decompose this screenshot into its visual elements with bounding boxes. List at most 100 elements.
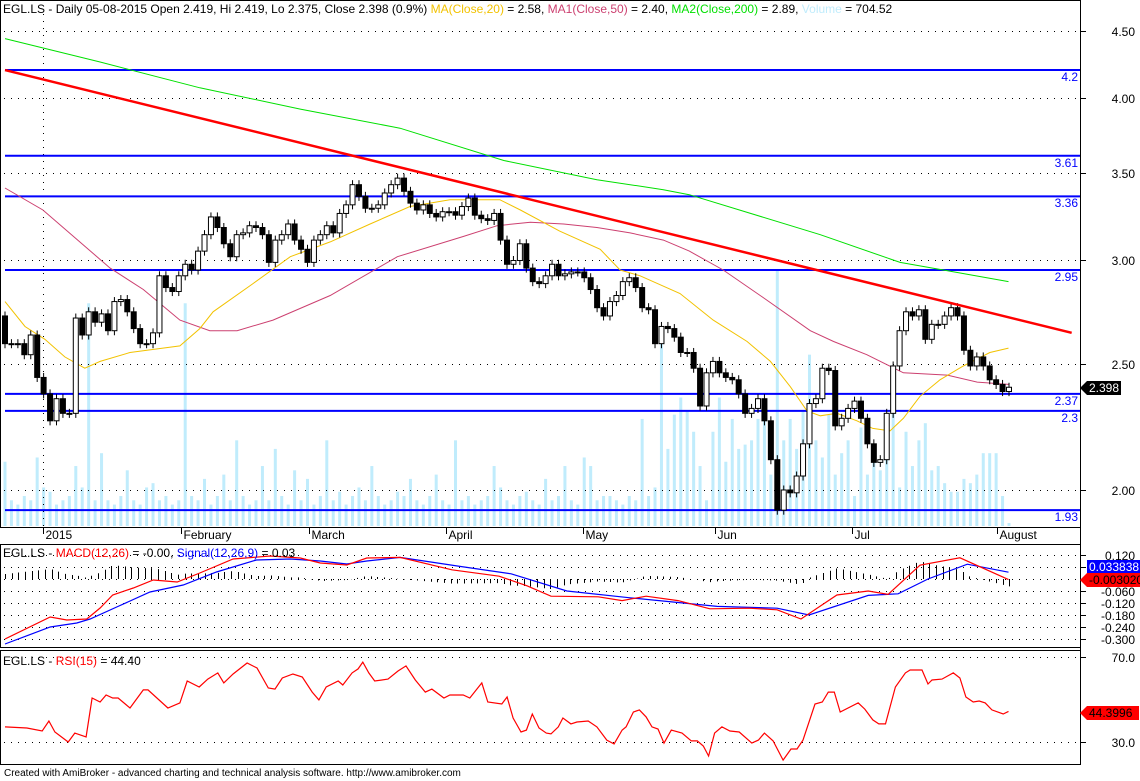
volume-bar <box>460 500 464 526</box>
volume-value: = 704.52 <box>841 2 893 16</box>
candle-body <box>156 275 163 334</box>
candle <box>658 321 665 349</box>
candle-body <box>922 309 929 340</box>
candle-body <box>104 313 111 332</box>
candle <box>613 291 620 307</box>
volume-bar <box>145 487 149 526</box>
volume-bar <box>273 448 277 526</box>
candle-body <box>555 263 562 277</box>
candle <box>66 408 73 418</box>
macd-axis-label: 0.120 <box>1104 548 1135 563</box>
candle-body <box>857 400 864 419</box>
candle <box>175 271 182 297</box>
candle <box>27 330 34 360</box>
candle <box>317 230 324 245</box>
volume-bar <box>112 504 116 526</box>
level-label: 3.61 <box>1054 155 1078 170</box>
macd-pane <box>4 555 1086 645</box>
date-axis-label: April <box>448 528 473 542</box>
price-pane-header: EGL.LS - Daily 05-08-2015 Open 2.419, Hi… <box>3 2 892 16</box>
volume-bar <box>370 466 374 526</box>
candle-body <box>285 223 292 236</box>
macd-axis-label: -0.300 <box>1100 632 1135 647</box>
candle-body <box>639 287 646 309</box>
candle-body <box>439 211 446 218</box>
level-label: 2.3 <box>1061 410 1078 425</box>
volume-bar <box>956 491 960 526</box>
volume-bar <box>750 440 754 526</box>
candle-body <box>722 372 729 378</box>
candle <box>877 455 884 467</box>
candle <box>967 345 974 371</box>
candle <box>8 339 15 349</box>
candle <box>838 413 845 431</box>
candle-body <box>182 263 189 277</box>
candle <box>21 339 28 360</box>
volume-bar <box>582 457 586 526</box>
candle-body <box>980 356 987 367</box>
candle-body <box>684 351 691 354</box>
volume-bar <box>151 483 155 526</box>
candle-body <box>253 225 259 229</box>
candle-body <box>368 207 375 210</box>
candle-body <box>755 398 761 409</box>
volume-bar <box>743 444 747 526</box>
candle-body <box>413 202 420 211</box>
candle <box>304 244 311 267</box>
candle-body <box>504 239 510 265</box>
candle <box>690 347 697 373</box>
candle-body <box>864 417 871 445</box>
candle-body <box>812 398 819 405</box>
candle <box>117 295 124 307</box>
volume-bar <box>820 457 824 526</box>
volume-bar <box>782 440 786 526</box>
volume-bar <box>222 474 226 526</box>
volume-bar <box>872 453 876 526</box>
price-axis-label: 3.00 <box>1111 253 1135 268</box>
volume-bar <box>177 500 181 526</box>
candle <box>896 326 903 371</box>
date-axis-label: 2015 <box>45 528 73 542</box>
volume-bar <box>248 504 252 526</box>
candle <box>703 368 710 411</box>
candle <box>278 230 285 245</box>
volume-bar <box>357 487 361 526</box>
volume-bar <box>80 487 84 526</box>
candle <box>240 228 247 240</box>
volume-bar <box>16 504 20 526</box>
volume-bar <box>396 491 400 526</box>
candle <box>909 307 916 321</box>
candle <box>253 221 259 233</box>
candle <box>999 379 1006 397</box>
candle-body <box>465 197 472 208</box>
candle <box>857 396 864 423</box>
last-price-badge: 2.398 <box>1079 381 1122 395</box>
candle-body <box>278 234 285 241</box>
volume-bar <box>344 504 348 526</box>
volume-bar <box>9 500 13 526</box>
volume-bar <box>106 500 110 526</box>
candle <box>2 311 8 349</box>
candle-body <box>175 275 182 293</box>
volume-bar <box>29 500 33 526</box>
candle <box>323 221 330 240</box>
volume-bar <box>93 500 97 526</box>
macd-histogram <box>5 562 1010 590</box>
candle <box>948 303 955 321</box>
candle <box>330 221 337 238</box>
candle-body <box>890 365 897 414</box>
ma200-value: = 2.89, <box>758 2 802 16</box>
candle <box>446 207 453 217</box>
candle-body <box>703 372 710 407</box>
volume-bar <box>949 491 953 526</box>
candle-body <box>793 475 800 494</box>
candle <box>349 180 356 210</box>
candle <box>1006 382 1012 397</box>
candle-body <box>79 317 86 336</box>
candle <box>439 207 446 222</box>
volume-bar <box>975 474 979 526</box>
volume-bar <box>492 466 496 526</box>
candle <box>652 305 659 349</box>
candle-body <box>671 328 678 338</box>
